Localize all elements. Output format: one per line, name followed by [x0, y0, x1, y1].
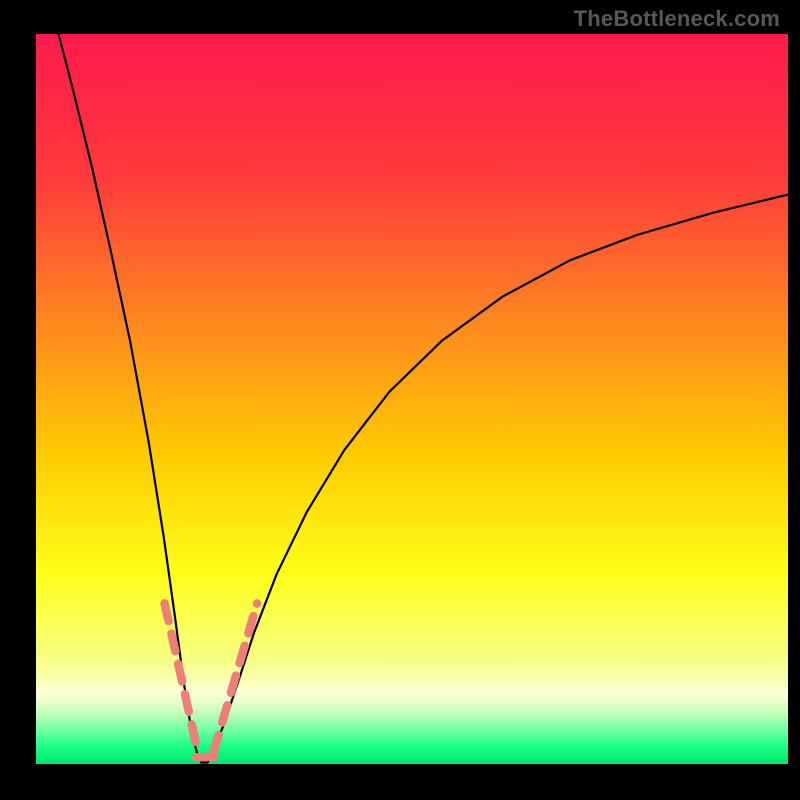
dash-overlay-segment	[213, 603, 257, 752]
watermark-text: TheBottleneck.com	[574, 6, 780, 32]
bottleneck-curve-svg	[36, 34, 788, 764]
bottleneck-curve-path	[59, 34, 788, 763]
dash-overlay-segment	[196, 757, 214, 758]
plot-area	[36, 34, 788, 764]
dash-overlay-group	[165, 603, 258, 757]
dash-overlay-segment	[165, 603, 199, 754]
